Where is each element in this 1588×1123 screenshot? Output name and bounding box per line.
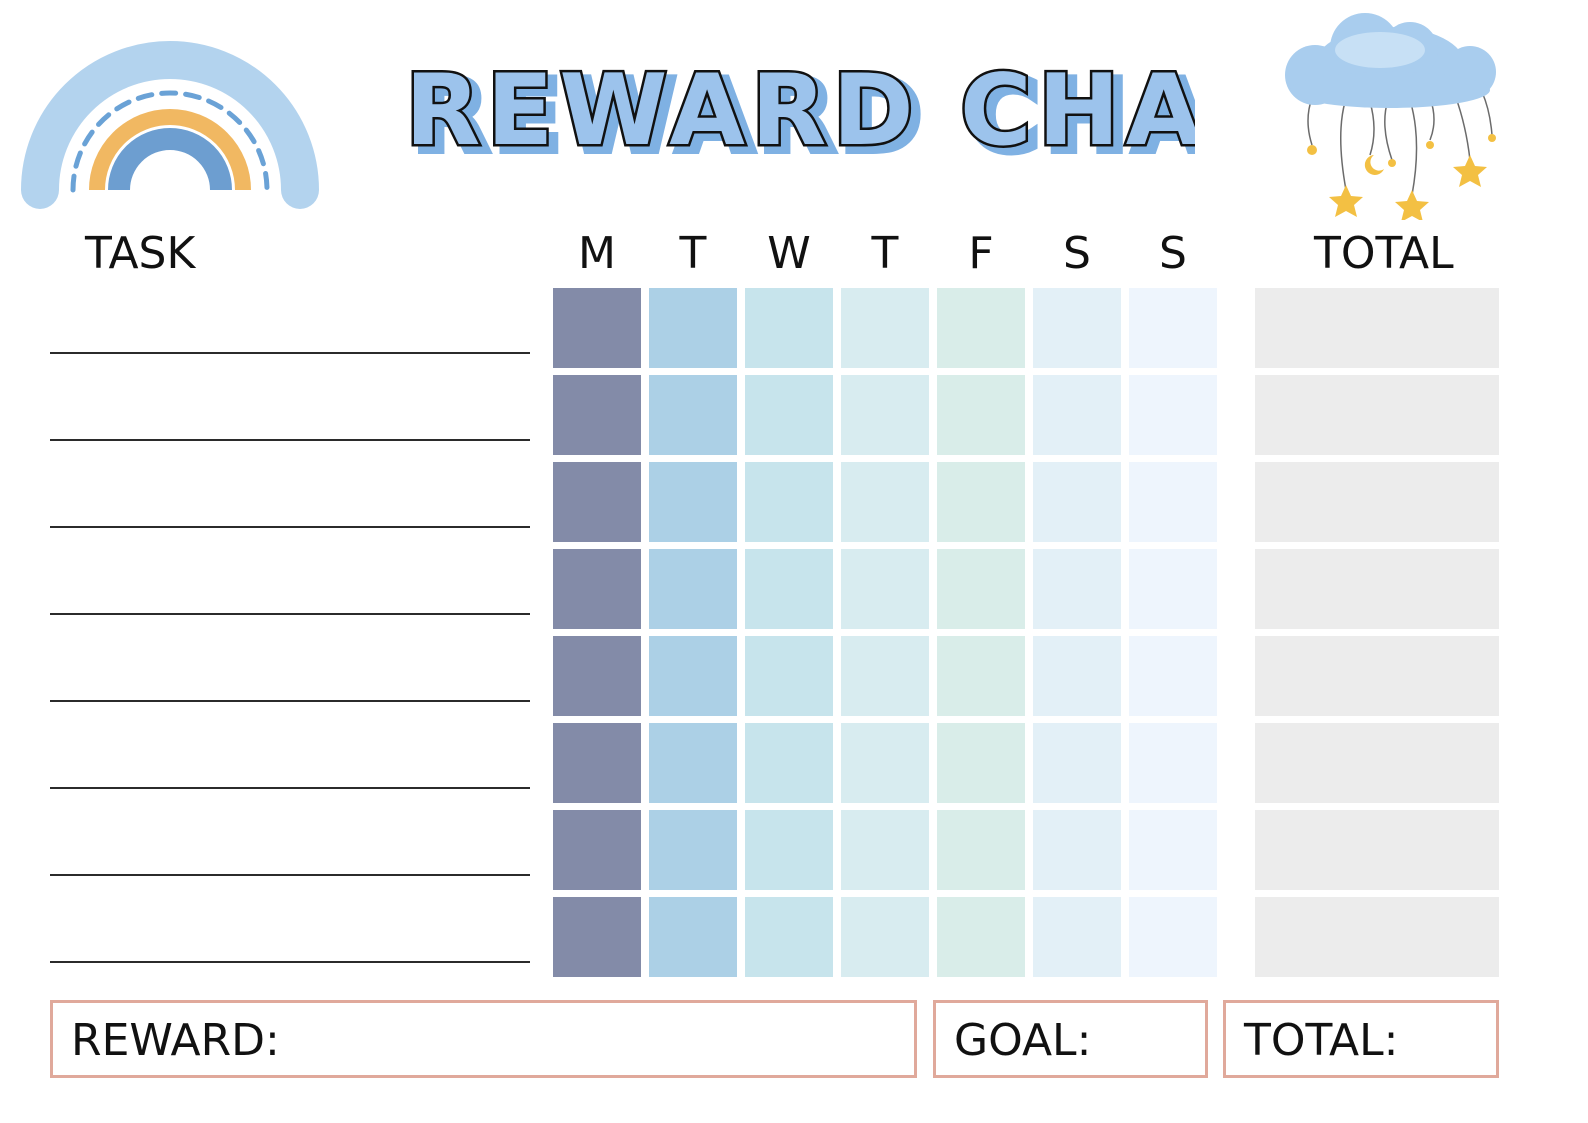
total-cell[interactable] — [1255, 723, 1499, 803]
day-cell[interactable] — [1033, 897, 1121, 977]
total-field[interactable]: TOTAL: — [1223, 1000, 1499, 1078]
day-header-2: W — [767, 228, 811, 279]
day-cell[interactable] — [1129, 810, 1217, 890]
task-line[interactable] — [50, 613, 530, 615]
page-title: REWARD CHART REWARD CHART — [403, 52, 1196, 179]
day-cell[interactable] — [1033, 375, 1121, 455]
task-line[interactable] — [50, 961, 530, 963]
day-cell[interactable] — [1129, 897, 1217, 977]
day-cell[interactable] — [649, 897, 737, 977]
day-cell[interactable] — [553, 549, 641, 629]
day-header-5: S — [1063, 228, 1091, 279]
day-cell[interactable] — [937, 462, 1025, 542]
day-cell[interactable] — [841, 375, 929, 455]
total-cell[interactable] — [1255, 810, 1499, 890]
day-header-4: F — [968, 228, 994, 279]
day-cell[interactable] — [553, 375, 641, 455]
day-cell[interactable] — [553, 636, 641, 716]
day-cell[interactable] — [745, 723, 833, 803]
day-cell[interactable] — [553, 723, 641, 803]
day-cell[interactable] — [1033, 723, 1121, 803]
day-cell[interactable] — [1129, 288, 1217, 368]
day-cell[interactable] — [841, 723, 929, 803]
total-cell[interactable] — [1255, 897, 1499, 977]
cloud-with-stars-illustration — [1285, 13, 1496, 220]
day-cell[interactable] — [937, 897, 1025, 977]
day-cell[interactable] — [745, 375, 833, 455]
day-cell[interactable] — [1033, 549, 1121, 629]
day-cell[interactable] — [937, 810, 1025, 890]
day-cell[interactable] — [649, 549, 737, 629]
task-line[interactable] — [50, 700, 530, 702]
day-cell[interactable] — [1129, 375, 1217, 455]
day-header-6: S — [1159, 228, 1187, 279]
day-cell[interactable] — [841, 462, 929, 542]
day-cell[interactable] — [1129, 723, 1217, 803]
day-cell[interactable] — [1033, 288, 1121, 368]
day-cell[interactable] — [937, 549, 1025, 629]
total-cell[interactable] — [1255, 288, 1499, 368]
day-cell[interactable] — [841, 636, 929, 716]
day-cell[interactable] — [553, 897, 641, 977]
goal-field[interactable]: GOAL: — [933, 1000, 1208, 1078]
day-header-1: T — [679, 228, 707, 279]
title-text: REWARD CHART — [405, 54, 1195, 168]
total-header: TOTAL — [1314, 228, 1454, 279]
day-cell[interactable] — [937, 723, 1025, 803]
reward-field[interactable]: REWARD: — [50, 1000, 917, 1078]
total-cell[interactable] — [1255, 549, 1499, 629]
day-cell[interactable] — [745, 636, 833, 716]
day-cell[interactable] — [1129, 462, 1217, 542]
day-cell[interactable] — [1033, 636, 1121, 716]
title-shadow: REWARD CHART — [413, 60, 1195, 174]
day-cell[interactable] — [649, 375, 737, 455]
total-cell[interactable] — [1255, 375, 1499, 455]
day-cell[interactable] — [553, 810, 641, 890]
day-cell[interactable] — [649, 462, 737, 542]
rainbow-illustration — [21, 41, 319, 209]
total-cell[interactable] — [1255, 462, 1499, 542]
day-cell[interactable] — [937, 636, 1025, 716]
reward-label: REWARD: — [71, 1015, 280, 1066]
task-header: TASK — [85, 228, 196, 279]
day-cell[interactable] — [745, 549, 833, 629]
day-cell[interactable] — [553, 462, 641, 542]
day-cell[interactable] — [745, 897, 833, 977]
day-cell[interactable] — [745, 810, 833, 890]
total-cell[interactable] — [1255, 636, 1499, 716]
day-cell[interactable] — [841, 549, 929, 629]
day-header-0: M — [578, 228, 616, 279]
task-line[interactable] — [50, 439, 530, 441]
goal-label: GOAL: — [954, 1015, 1092, 1066]
day-cell[interactable] — [1129, 636, 1217, 716]
day-cell[interactable] — [745, 288, 833, 368]
task-line[interactable] — [50, 526, 530, 528]
day-cell[interactable] — [1129, 549, 1217, 629]
day-cell[interactable] — [841, 897, 929, 977]
day-cell[interactable] — [649, 636, 737, 716]
day-cell[interactable] — [1033, 462, 1121, 542]
day-cell[interactable] — [937, 375, 1025, 455]
day-cell[interactable] — [649, 810, 737, 890]
task-line[interactable] — [50, 787, 530, 789]
day-cell[interactable] — [553, 288, 641, 368]
day-cell[interactable] — [649, 288, 737, 368]
day-cell[interactable] — [745, 462, 833, 542]
day-cell[interactable] — [937, 288, 1025, 368]
task-line[interactable] — [50, 874, 530, 876]
day-header-3: T — [871, 228, 899, 279]
day-cell[interactable] — [841, 288, 929, 368]
day-cell[interactable] — [1033, 810, 1121, 890]
day-cell[interactable] — [841, 810, 929, 890]
total-footer-label: TOTAL: — [1244, 1015, 1399, 1066]
task-line[interactable] — [50, 352, 530, 354]
day-cell[interactable] — [649, 723, 737, 803]
